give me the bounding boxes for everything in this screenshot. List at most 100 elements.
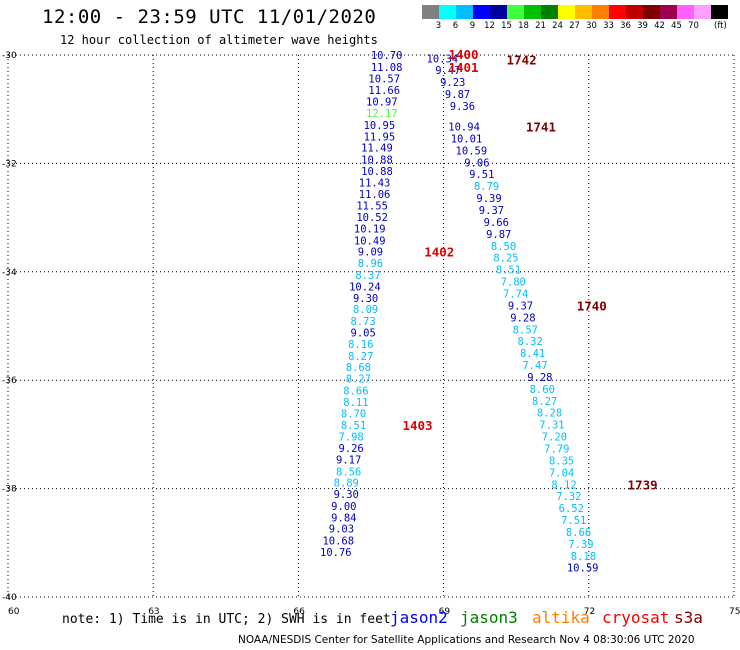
- data-point-label: 9.47: [435, 65, 460, 77]
- data-point-label: 8.27: [346, 374, 371, 386]
- data-point-label: 12.17: [366, 108, 398, 120]
- time-label: 1742: [507, 52, 537, 67]
- time-label: 1402: [424, 245, 454, 260]
- data-point-label: 10.34: [427, 53, 459, 65]
- x-tick-label: 72: [584, 607, 595, 617]
- legend-label: 15: [501, 21, 512, 31]
- data-point-label: 7.98: [338, 432, 363, 444]
- data-point-label: 8.27: [532, 396, 557, 408]
- legend-label: 36: [620, 21, 631, 31]
- data-point-label: 9.09: [358, 247, 383, 259]
- data-point-label: 10.52: [356, 212, 388, 224]
- data-point-label: 8.60: [530, 384, 555, 396]
- data-point-label: 9.26: [338, 443, 363, 455]
- chart-title: 12:00 - 23:59 UTC 11/01/2020: [42, 6, 377, 28]
- data-point-label: 9.30: [353, 293, 378, 305]
- data-point-label: 11.06: [359, 189, 391, 201]
- data-point-label: 9.00: [331, 501, 356, 513]
- data-point-label: 8.66: [343, 385, 368, 397]
- data-point-label: 10.68: [322, 536, 354, 548]
- legend-label: 21: [535, 21, 546, 31]
- data-point-label: 7.31: [539, 420, 564, 432]
- x-tick-label: 66: [293, 607, 305, 617]
- data-point-label: 8.41: [520, 348, 545, 360]
- chart-subtitle: 12 hour collection of altimeter wave hei…: [60, 33, 378, 47]
- data-point-label: 10.70: [371, 50, 403, 62]
- legend-label: 12: [484, 21, 495, 31]
- data-point-label: 6.52: [559, 503, 584, 515]
- credit-footer: NOAA/NESDIS Center for Satellite Applica…: [238, 634, 695, 646]
- data-point-label: 10.97: [366, 97, 398, 109]
- data-point-label: 8.16: [348, 339, 373, 351]
- data-point-label: 7.80: [501, 277, 526, 289]
- data-point-label: 8.51: [341, 420, 366, 432]
- data-point-label: 9.17: [336, 454, 361, 466]
- data-point-label: 10.59: [456, 145, 488, 157]
- x-tick-label: 63: [148, 607, 159, 617]
- time-label: 1740: [577, 298, 607, 313]
- color-legend: [422, 5, 728, 19]
- y-tick-label: -40: [2, 593, 17, 603]
- data-point-label: 8.35: [549, 455, 574, 467]
- data-point-label: 9.06: [464, 157, 489, 169]
- x-tick-label: 75: [729, 607, 740, 617]
- satellite-legend-altika: altika: [532, 608, 590, 627]
- data-point-label: 9.87: [486, 229, 511, 241]
- legend-swatch: [694, 5, 711, 19]
- data-point-label: 10.49: [354, 235, 386, 247]
- data-point-label: 7.04: [549, 467, 574, 479]
- data-point-label: 11.08: [371, 62, 403, 74]
- legend-label: 42: [654, 21, 665, 31]
- data-point-label: 8.50: [491, 241, 516, 253]
- legend-swatch: [439, 5, 456, 19]
- data-point-label: 9.37: [508, 300, 533, 312]
- legend-swatch: [473, 5, 490, 19]
- x-tick-label: 60: [8, 607, 20, 617]
- data-point-label: 8.66: [566, 527, 591, 539]
- legend-label: 9: [469, 21, 476, 31]
- data-point-label: 8.37: [355, 270, 380, 282]
- legend-swatch: [541, 5, 558, 19]
- data-point-label: 9.51: [469, 169, 494, 181]
- data-point-label: 8.32: [518, 336, 543, 348]
- data-point-label: 8.96: [358, 258, 383, 270]
- data-point-label: 10.19: [354, 223, 386, 235]
- satellite-legend-cryosat: cryosat: [602, 608, 670, 627]
- y-tick-label: -30: [2, 51, 17, 61]
- satellite-legend-jason3: jason3: [460, 608, 518, 627]
- legend-label: 39: [637, 21, 648, 31]
- data-point-label: 8.25: [493, 253, 518, 265]
- data-point-label: 9.03: [329, 524, 354, 536]
- data-point-label: 7.79: [544, 443, 569, 455]
- footnote: note: 1) Time is in UTC; 2) SWH is in fe…: [62, 612, 391, 627]
- y-tick-label: -32: [2, 159, 17, 169]
- legend-unit: (ft): [714, 21, 727, 31]
- legend-swatch: [524, 5, 541, 19]
- time-label: 1401: [448, 60, 478, 75]
- satellite-legend-s3a: s3a: [674, 608, 703, 627]
- y-tick-label: -34: [2, 268, 17, 278]
- data-point-label: 11.49: [361, 143, 393, 155]
- data-point-label: 8.11: [343, 397, 368, 409]
- legend-swatch: [558, 5, 575, 19]
- x-tick-label: 69: [439, 607, 451, 617]
- data-point-label: 10.95: [364, 120, 396, 132]
- time-label: 1400: [448, 47, 478, 62]
- legend-swatch: [422, 5, 439, 19]
- legend-label: 30: [586, 21, 597, 31]
- legend-swatch: [456, 5, 473, 19]
- data-point-label: 11.95: [364, 131, 396, 143]
- legend-swatch: [507, 5, 524, 19]
- legend-swatch: [609, 5, 626, 19]
- data-point-label: 9.28: [510, 312, 535, 324]
- legend-swatch: [643, 5, 660, 19]
- time-label: 1741: [526, 120, 556, 135]
- data-point-label: 11.66: [368, 85, 400, 97]
- data-point-label: 9.37: [479, 205, 504, 217]
- data-point-label: 7.32: [556, 491, 581, 503]
- data-point-label: 7.20: [542, 432, 567, 444]
- data-point-label: 8.70: [341, 408, 366, 420]
- data-point-label: 7.51: [561, 515, 586, 527]
- legend-swatch: [575, 5, 592, 19]
